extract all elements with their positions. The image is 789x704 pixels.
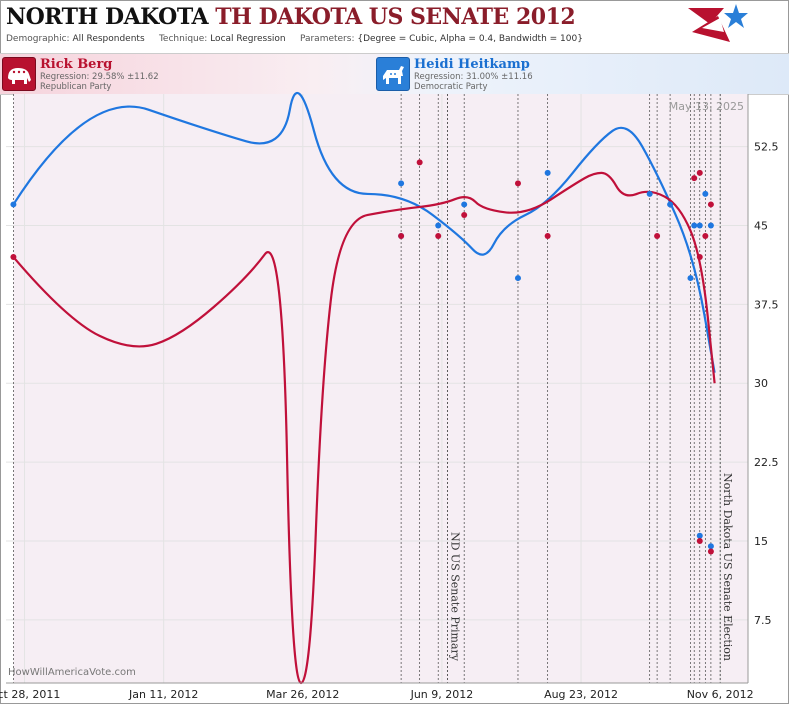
candidate-name: Rick Berg — [40, 57, 113, 72]
poll-point-heidi-heitkamp — [667, 201, 674, 208]
candidate-regression: Regression: 29.58% ±11.62 — [40, 72, 159, 82]
poll-point-heidi-heitkamp — [544, 169, 551, 176]
poll-point-rick-berg — [10, 254, 17, 261]
poll-point-heidi-heitkamp — [514, 275, 521, 282]
y-tick-label: 37.5 — [754, 298, 779, 311]
poll-point-rick-berg — [696, 254, 703, 261]
technique-label: Technique: — [158, 34, 208, 44]
poll-point-heidi-heitkamp — [398, 180, 405, 187]
poll-point-heidi-heitkamp — [707, 543, 714, 550]
poll-point-heidi-heitkamp — [707, 222, 714, 229]
poll-point-heidi-heitkamp — [687, 275, 694, 282]
poll-point-heidi-heitkamp — [696, 222, 703, 229]
poll-point-heidi-heitkamp — [461, 201, 468, 208]
event-label: ND US Senate Primary — [448, 532, 461, 662]
poll-point-rick-berg — [696, 538, 703, 545]
parameters-label: Parameters: — [299, 34, 355, 44]
title-race: TH DAKOTA US SENATE 2012 — [215, 4, 576, 30]
x-tick-label: Mar 26, 2012 — [266, 688, 339, 701]
candidate-name: Heidi Heitkamp — [414, 57, 530, 72]
poll-marker-lines: ND US Senate Primary North Dakota US Sena… — [13, 94, 734, 683]
site-logo-icon — [688, 4, 748, 42]
technique-value: Local Regression — [210, 34, 286, 44]
poll-points-layer — [10, 159, 714, 555]
poll-point-rick-berg — [435, 232, 442, 239]
parameters-line: Demographic: All Respondents Technique: … — [6, 34, 583, 44]
event-label: North Dakota US Senate Election — [721, 473, 734, 661]
poll-point-heidi-heitkamp — [696, 532, 703, 539]
confidence-band — [13, 94, 749, 683]
x-tick-label: Oct 28, 2011 — [0, 688, 60, 701]
page-title: NORTH DAKOTA TH DAKOTA US SENATE 2012 — [6, 4, 576, 30]
trend-line-heidi-heitkamp — [12, 91, 716, 373]
poll-point-rick-berg — [702, 232, 709, 239]
candidate-legend: Rick Berg Regression: 29.58% ±11.62 Repu… — [0, 53, 789, 95]
confidence-band-layer — [13, 94, 749, 683]
candidate-party: Republican Party — [40, 82, 112, 92]
x-tick-label: Jun 9, 2012 — [410, 688, 474, 701]
y-tick-label: 30 — [754, 377, 768, 390]
trend-lines-layer — [12, 91, 716, 685]
poll-point-rick-berg — [514, 180, 521, 187]
poll-point-rick-berg — [398, 232, 405, 239]
trend-line-rick-berg — [12, 171, 716, 685]
elephant-icon — [2, 57, 36, 91]
grid-layer — [6, 94, 748, 683]
demographic-value: All Respondents — [72, 34, 145, 44]
date-stamp: May 13, 2025 — [669, 100, 744, 113]
poll-point-rick-berg — [696, 169, 703, 176]
parameters-value: {Degree = Cubic, Alpha = 0.4, Bandwidth … — [357, 34, 583, 44]
candidate-regression: Regression: 31.00% ±11.16 — [414, 72, 533, 82]
demographic-label: Demographic: — [6, 34, 70, 44]
poll-point-heidi-heitkamp — [10, 201, 17, 208]
poll-point-rick-berg — [544, 232, 551, 239]
x-tick-label: Aug 23, 2012 — [544, 688, 618, 701]
title-state: NORTH DAKOTA — [6, 4, 209, 30]
watermark: HowWillAmericaVote.com — [8, 667, 136, 678]
y-tick-label: 22.5 — [754, 456, 779, 469]
y-tick-label: 15 — [754, 535, 768, 548]
x-tick-label: Nov 6, 2012 — [687, 688, 754, 701]
poll-point-rick-berg — [707, 201, 714, 208]
candidate-party: Democratic Party — [414, 82, 488, 92]
poll-point-rick-berg — [654, 232, 661, 239]
x-tick-label: Jan 11, 2012 — [128, 688, 198, 701]
y-tick-label: 52.5 — [754, 141, 779, 154]
axes-layer: 7.5 15 22.5 30 37.5 45 52.5 Oct 28, 2011 Jan 11,… — [0, 94, 779, 701]
poll-point-rick-berg — [691, 175, 698, 182]
y-tick-label: 45 — [754, 219, 768, 232]
title-bar: NORTH DAKOTA TH DAKOTA US SENATE 2012 De… — [0, 0, 789, 52]
poll-point-heidi-heitkamp — [646, 190, 653, 197]
y-tick-label: 7.5 — [754, 614, 772, 627]
poll-point-heidi-heitkamp — [691, 222, 698, 229]
poll-point-rick-berg — [461, 211, 468, 218]
poll-point-rick-berg — [416, 159, 423, 166]
poll-point-heidi-heitkamp — [435, 222, 442, 229]
poll-point-heidi-heitkamp — [702, 190, 709, 197]
donkey-icon — [376, 57, 410, 91]
poll-point-rick-berg — [707, 548, 714, 555]
